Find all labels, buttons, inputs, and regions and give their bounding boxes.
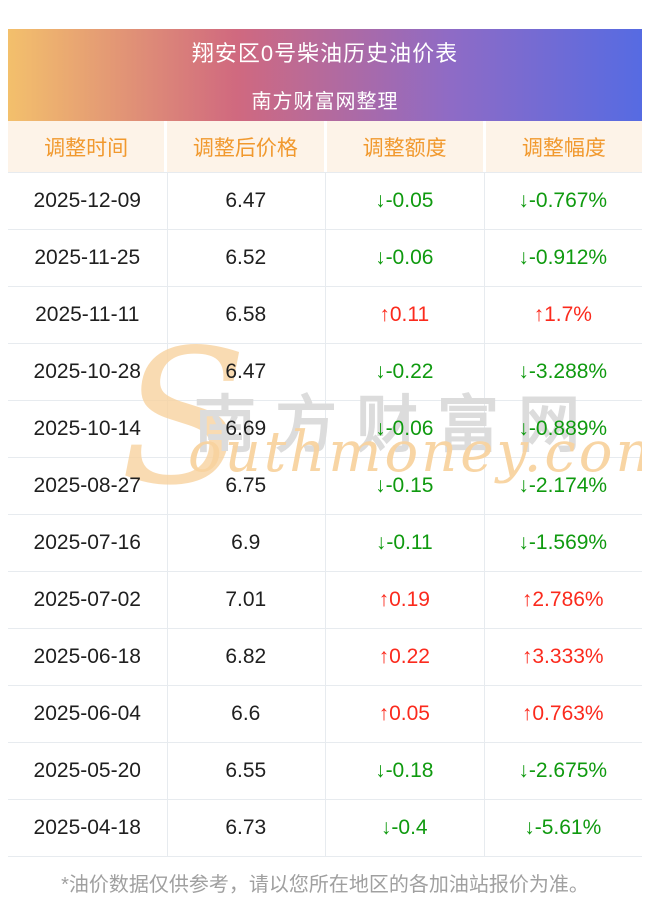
cell-adjust-date: 2025-04-18	[33, 816, 141, 839]
disclaimer-text: *油价数据仅供参考，请以您所在地区的各加油站报价为准。	[61, 874, 589, 896]
cell-adjusted-price: 6.6	[231, 702, 261, 725]
table-title-banner: 翔安区0号柴油历史油价表 南方财富网整理	[8, 29, 642, 121]
oil-price-table-card: 翔安区0号柴油历史油价表 南方财富网整理 调整时间 调整后价格 调整额度 调整幅度 S…	[8, 29, 642, 857]
cell-change-percent: ↑2.786%	[521, 588, 604, 611]
cell-change-percent: ↓-0.912%	[518, 246, 608, 269]
cell-adjusted-price: 6.52	[225, 246, 267, 269]
cell-adjusted-price: 7.01	[225, 588, 267, 611]
column-header-0: 调整时间	[8, 121, 168, 172]
table-title: 翔安区0号柴油历史油价表	[191, 41, 459, 66]
cell-adjusted-price: 6.9	[231, 531, 261, 554]
cell-adjusted-price: 6.55	[225, 759, 267, 782]
table-header-row: 调整时间 调整后价格 调整额度 调整幅度	[8, 121, 642, 172]
cell-adjust-date: 2025-07-16	[33, 531, 141, 554]
column-header-1: 调整后价格	[167, 121, 327, 172]
cell-change-amount: ↑0.19	[378, 588, 430, 611]
cell-change-percent: ↓-3.288%	[518, 360, 608, 383]
cell-change-amount: ↓-0.05	[375, 189, 434, 212]
cell-change-amount: ↓-0.06	[375, 246, 434, 269]
table-row: 2025-06-18 6.82 ↑0.22 ↑3.333%	[8, 629, 642, 686]
cell-adjusted-price: 6.82	[225, 645, 267, 668]
table-row: 2025-07-02 7.01 ↑0.19 ↑2.786%	[8, 572, 642, 629]
column-divider	[166, 173, 168, 857]
cell-adjust-date: 2025-11-25	[34, 246, 141, 269]
cell-change-amount: ↓-0.06	[375, 417, 434, 440]
cell-adjusted-price: 6.73	[225, 816, 267, 839]
cell-adjust-date: 2025-10-28	[33, 360, 141, 383]
column-header-2: 调整额度	[327, 121, 486, 172]
table-row: 2025-11-25 6.52 ↓-0.06 ↓-0.912%	[8, 230, 642, 287]
cell-adjust-date: 2025-06-04	[33, 702, 141, 725]
cell-adjust-date: 2025-07-02	[33, 588, 141, 611]
cell-adjust-date: 2025-08-27	[33, 474, 141, 497]
cell-change-percent: ↓-5.61%	[524, 816, 602, 839]
column-divider	[483, 173, 485, 857]
cell-change-percent: ↓-2.675%	[518, 759, 608, 782]
table-row: 2025-11-11 6.58 ↑0.11 ↑1.7%	[8, 287, 642, 344]
table-row: 2025-12-09 6.47 ↓-0.05 ↓-0.767%	[8, 173, 642, 230]
table-row: 2025-10-28 6.47 ↓-0.22 ↓-3.288%	[8, 344, 642, 401]
table-row: 2025-10-14 6.69 ↓-0.06 ↓-0.889%	[8, 401, 642, 458]
table-row: 2025-08-27 6.75 ↓-0.15 ↓-2.174%	[8, 458, 642, 515]
table-row: 2025-06-04 6.6 ↑0.05 ↑0.763%	[8, 686, 642, 743]
cell-change-percent: ↓-2.174%	[518, 474, 608, 497]
cell-change-percent: ↑0.763%	[521, 702, 604, 725]
column-header-3: 调整幅度	[521, 136, 606, 160]
cell-adjust-date: 2025-12-09	[33, 189, 141, 212]
column-divider	[325, 173, 326, 857]
cell-change-amount: ↓-0.11	[375, 531, 433, 554]
cell-adjust-date: 2025-10-14	[33, 417, 141, 440]
cell-change-amount: ↓-0.15	[375, 474, 434, 497]
cell-change-amount: ↑0.11	[379, 303, 430, 326]
table-row: 2025-07-16 6.9 ↓-0.11 ↓-1.569%	[8, 515, 642, 572]
cell-change-percent: ↑3.333%	[521, 645, 604, 668]
cell-adjusted-price: 6.47	[225, 189, 267, 212]
cell-change-percent: ↓-0.889%	[518, 417, 608, 440]
table-row: 2025-05-20 6.55 ↓-0.18 ↓-2.675%	[8, 743, 642, 800]
cell-change-amount: ↓-0.4	[380, 816, 428, 839]
table-body: S 南方财富网 outhmoney.com 2025-12-09 6.47 ↓-0.…	[8, 172, 642, 857]
cell-adjusted-price: 6.75	[225, 474, 267, 497]
cell-change-amount: ↑0.05	[378, 702, 430, 725]
cell-change-percent: ↓-1.569%	[518, 531, 608, 554]
table-subtitle: 南方财富网整理	[251, 91, 399, 113]
cell-adjust-date: 2025-06-18	[33, 645, 141, 668]
cell-adjusted-price: 6.69	[225, 417, 267, 440]
cell-adjusted-price: 6.58	[225, 303, 267, 326]
cell-adjusted-price: 6.47	[225, 360, 267, 383]
cell-change-amount: ↓-0.22	[375, 360, 434, 383]
table-row: 2025-04-18 6.73 ↓-0.4 ↓-5.61%	[8, 800, 642, 857]
cell-adjust-date: 2025-11-11	[35, 303, 140, 326]
cell-adjust-date: 2025-05-20	[33, 759, 141, 782]
cell-change-amount: ↑0.22	[378, 645, 430, 668]
cell-change-percent: ↑1.7%	[533, 303, 592, 326]
cell-change-percent: ↓-0.767%	[518, 189, 608, 212]
cell-change-amount: ↓-0.18	[375, 759, 434, 782]
